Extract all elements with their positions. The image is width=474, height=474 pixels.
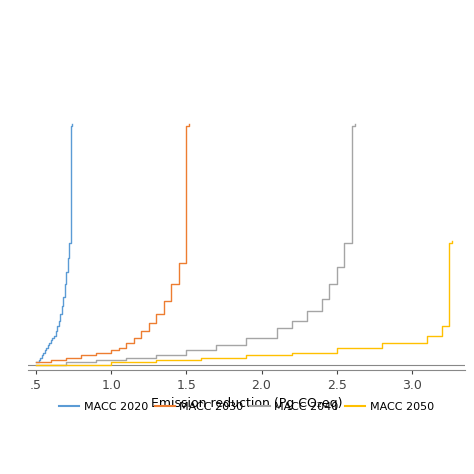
MACC 2020 [62,282,67,287]
MACC 2050 [108,360,114,365]
MACC 2040 [289,318,294,324]
MACC 2050 [448,240,454,246]
MACC 2020 [37,355,43,360]
MACC 2020 [57,311,63,317]
MACC 2030 [63,355,69,360]
MACC 2040 [349,123,355,129]
MACC 2040 [183,347,189,353]
MACC 2040 [319,296,325,302]
MACC 2040 [123,355,129,360]
MACC 2020 [60,294,66,300]
MACC 2030 [93,350,99,356]
MACC 2020 [45,343,51,348]
MACC 2030 [186,121,192,127]
MACC 2030 [138,328,144,334]
MACC 2040 [352,121,357,127]
MACC 2020 [59,303,64,309]
MACC 2040 [63,360,69,365]
MACC 2030 [185,123,191,129]
MACC 2020 [53,328,58,334]
MACC 2020 [66,240,72,246]
MACC 2020 [42,347,48,353]
MACC 2040 [350,123,356,129]
MACC 2040 [154,352,159,358]
MACC 2030 [33,360,39,365]
MACC 2020 [64,255,70,261]
MACC 2030 [183,233,189,238]
MACC 2020 [44,345,49,351]
MACC 2050 [379,340,385,346]
MACC 2040 [214,343,219,348]
MACC 2030 [154,311,159,317]
MACC 2030 [168,282,174,287]
MACC 2030 [131,335,137,341]
MACC 2030 [146,320,152,326]
MACC 2050 [289,350,294,356]
MACC 2050 [334,345,339,351]
MACC 2050 [450,238,456,244]
MACC 2020 [54,323,60,328]
MACC 2050 [154,357,159,363]
MACC 2040 [341,240,347,246]
MACC 2020 [69,121,75,127]
MACC 2050 [244,352,249,358]
MACC 2020 [39,352,45,358]
MACC 2040 [273,326,279,331]
MACC 2020 [68,123,73,129]
Line: MACC 2020: MACC 2020 [36,124,72,363]
MACC 2030 [161,299,167,304]
MACC 2020 [46,340,52,346]
Line: MACC 2050: MACC 2050 [36,241,453,365]
MACC 2030 [78,352,84,358]
MACC 2030 [108,347,114,353]
MACC 2020 [41,350,46,356]
Legend: MACC 2020, MACC 2030, MACC 2040, MACC 2050: MACC 2020, MACC 2030, MACC 2040, MACC 20… [55,397,438,416]
MACC 2020 [63,269,69,275]
MACC 2040 [326,282,332,287]
MACC 2050 [447,240,452,246]
MACC 2040 [33,362,39,368]
MACC 2020 [48,337,54,343]
MACC 2050 [33,362,39,368]
MACC 2050 [424,333,430,338]
MACC 2030 [116,345,121,351]
MACC 2030 [183,123,189,129]
MACC 2020 [36,357,42,363]
MACC 2030 [123,340,129,346]
MACC 2050 [199,355,204,360]
MACC 2020 [50,335,55,341]
MACC 2030 [176,260,182,265]
MACC 2040 [93,357,99,363]
MACC 2040 [304,309,310,314]
MACC 2020 [55,318,61,324]
MACC 2020 [33,360,39,365]
MACC 2050 [439,323,445,328]
Line: MACC 2030: MACC 2030 [36,124,189,363]
MACC 2020 [51,333,57,338]
MACC 2040 [244,335,249,341]
MACC 2040 [334,264,339,270]
MACC 2040 [349,209,355,214]
Line: MACC 2040: MACC 2040 [36,124,355,365]
MACC 2020 [68,123,73,129]
X-axis label: Emission reduction (Pg CO₂eq): Emission reduction (Pg CO₂eq) [151,397,342,410]
MACC 2030 [48,357,54,363]
